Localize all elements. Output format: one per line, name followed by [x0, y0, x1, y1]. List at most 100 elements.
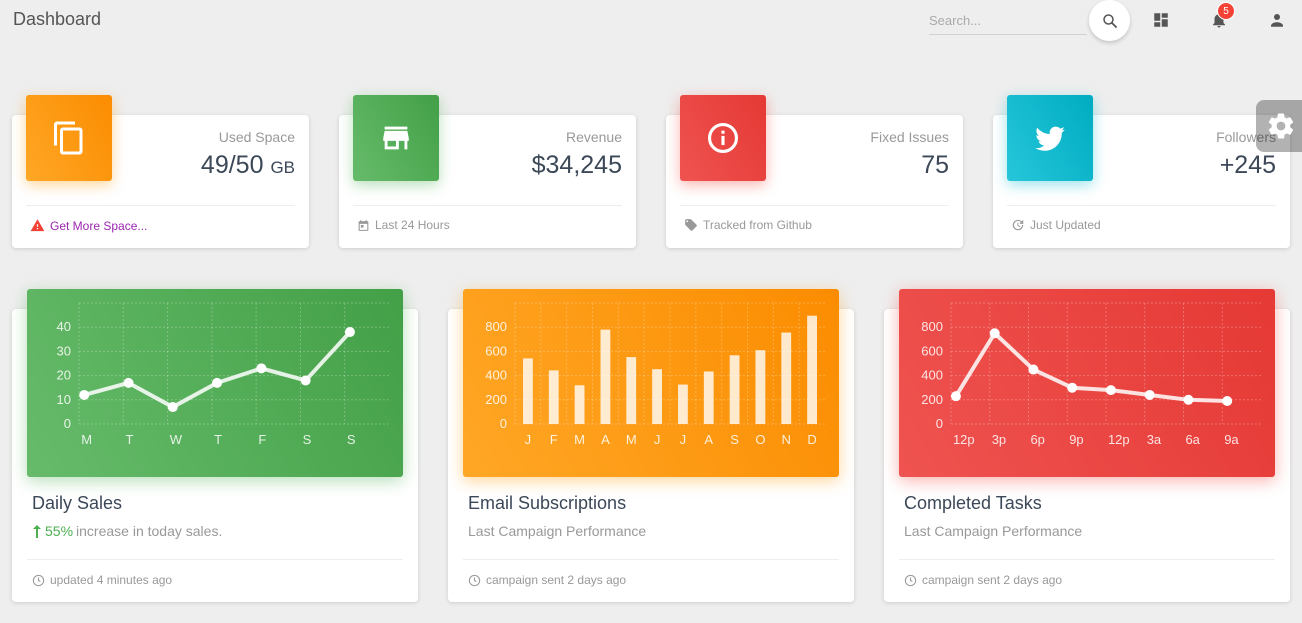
chart-card-email-subscriptions: 0 200 400 600 800 J F M A M J J A S O N D Email Subscrip… — [448, 289, 854, 602]
x-tick-label: 3a — [1147, 432, 1162, 447]
y-tick-label: 0 — [64, 416, 71, 431]
warning-icon — [30, 219, 45, 232]
stat-value: 75 — [921, 151, 949, 179]
y-tick-label: 600 — [485, 343, 507, 358]
clock-icon — [904, 574, 917, 586]
chart-footer: updated 4 minutes ago — [32, 573, 172, 587]
divider — [1007, 205, 1276, 206]
x-tick-label: W — [170, 432, 183, 447]
series-line — [83, 330, 352, 410]
x-tick-label: T — [214, 432, 222, 447]
x-tick-label: 9a — [1224, 432, 1239, 447]
stat-value: 49/50 GB — [201, 151, 295, 180]
chart-header: 0 200 400 600 800 J F M A M J J A S O N D — [463, 289, 839, 477]
bar — [729, 355, 740, 424]
subtitle-text: increase in today sales. — [76, 523, 223, 539]
data-point — [167, 402, 178, 413]
data-point — [1144, 389, 1155, 400]
x-tick-label: N — [782, 432, 791, 447]
clock-icon — [32, 574, 45, 586]
chart-header: 0 200 400 600 800 12p 3p 6p 9p 12p 3a 6a 9a — [899, 289, 1275, 477]
data-point — [212, 377, 223, 388]
x-tick-label: M — [626, 432, 637, 447]
stat-card-followers: Followers +245 Just Updated — [993, 95, 1290, 248]
data-point — [123, 377, 134, 388]
chart-subtitle: Last Campaign Performance — [904, 523, 1083, 539]
page-title[interactable]: Dashboard — [13, 9, 102, 29]
divider — [680, 205, 949, 206]
top-navbar: Dashboard 5 — [0, 0, 1302, 44]
y-tick-label: 600 — [921, 343, 943, 358]
daily-sales-chart: 0 10 20 30 40 M T W T F S S — [57, 302, 389, 447]
search-icon — [1102, 13, 1117, 28]
y-tick-label: 800 — [921, 319, 943, 334]
notification-badge: 5 — [1217, 2, 1235, 20]
x-tick-label: A — [601, 432, 610, 447]
dashboard-button[interactable] — [1150, 9, 1172, 31]
bar — [600, 329, 611, 424]
data-point — [1105, 385, 1116, 396]
increase-percent: 55% — [45, 523, 74, 539]
y-tick-label: 0 — [500, 416, 507, 431]
stat-icon-box — [1007, 95, 1093, 181]
x-tick-label: 9p — [1069, 432, 1083, 447]
search-field[interactable] — [929, 6, 1087, 35]
stat-icon-box — [353, 95, 439, 181]
stat-value: +245 — [1219, 151, 1276, 179]
chart-footer-text: campaign sent 2 days ago — [922, 573, 1063, 587]
get-more-space-link[interactable]: Get More Space... — [50, 218, 148, 233]
update-icon — [1012, 219, 1024, 231]
chart-footer: campaign sent 2 days ago — [468, 573, 626, 587]
person-icon — [1271, 14, 1283, 27]
data-point — [300, 375, 311, 386]
stat-category: Revenue — [565, 129, 622, 145]
x-tick-label: 6p — [1030, 432, 1044, 447]
divider — [899, 559, 1275, 560]
x-tick-label: S — [347, 432, 356, 447]
data-point — [79, 389, 90, 400]
x-tick-label: 12p — [953, 432, 975, 447]
series-line — [954, 331, 1228, 404]
y-tick-label: 200 — [921, 392, 943, 407]
chart-card-completed-tasks: 0 200 400 600 800 12p 3p 6p 9p 12p 3a 6a 9a Complete… — [884, 289, 1290, 602]
divider — [27, 559, 403, 560]
x-tick-label: D — [807, 432, 816, 447]
stat-icon-box — [680, 95, 766, 181]
data-point — [1222, 396, 1233, 407]
stat-card-used-space: Used Space 49/50 GB Get More Space... — [12, 95, 309, 248]
chart-footer-text: updated 4 minutes ago — [50, 573, 173, 587]
data-point — [989, 328, 1000, 339]
y-tick-label: 0 — [936, 416, 943, 431]
stat-card-fixed-issues: Fixed Issues 75 Tracked from Github — [666, 95, 963, 248]
stat-footer-text: Just Updated — [1030, 218, 1101, 232]
x-tick-label: J — [525, 432, 532, 447]
copy-icon — [54, 121, 83, 155]
data-point — [1067, 382, 1078, 393]
x-tick-label: J — [654, 432, 661, 447]
bar — [678, 384, 688, 424]
info-icon — [707, 122, 739, 154]
y-tick-label: 10 — [57, 392, 71, 407]
search-button[interactable] — [1089, 0, 1130, 41]
data-point — [256, 363, 267, 374]
stat-icon-box — [26, 95, 112, 181]
bar — [755, 350, 766, 424]
stat-value-number: 49/50 — [200, 151, 264, 179]
bar — [781, 332, 792, 424]
email-subscriptions-chart: 0 200 400 600 800 J F M A M J J A S O N D — [485, 302, 825, 447]
x-tick-label: 12p — [1108, 432, 1130, 447]
clock-icon — [468, 574, 481, 586]
stat-category: Followers — [1216, 129, 1276, 145]
bar — [807, 315, 817, 424]
profile-button[interactable] — [1266, 9, 1288, 31]
x-tick-label: T — [126, 432, 134, 447]
search-input[interactable] — [929, 6, 1087, 34]
settings-plugin-button[interactable] — [1256, 100, 1302, 152]
data-point — [950, 391, 961, 402]
y-tick-label: 200 — [485, 392, 507, 407]
x-tick-label: M — [81, 432, 92, 447]
chart-footer-text: campaign sent 2 days ago — [486, 573, 627, 587]
divider — [353, 205, 622, 206]
store-icon — [383, 126, 409, 150]
chart-title: Email Subscriptions — [468, 493, 627, 513]
